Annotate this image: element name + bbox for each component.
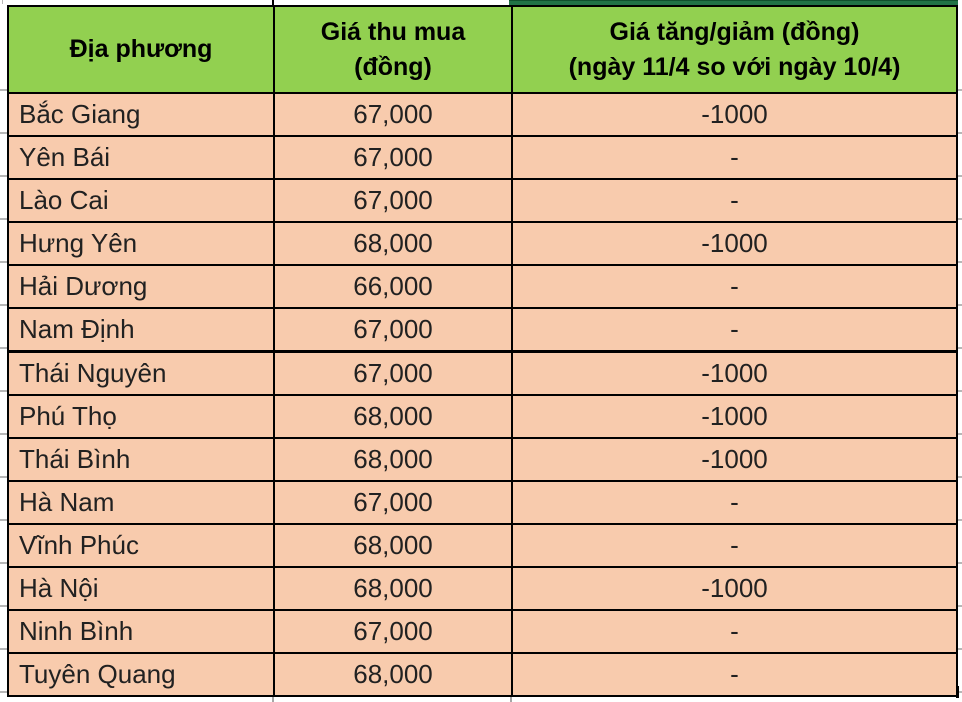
table-row: Hưng Yên 68,000 -1000 bbox=[7, 221, 958, 266]
cell-price[interactable]: 67,000 bbox=[273, 480, 513, 525]
cell-price[interactable]: 68,000 bbox=[273, 566, 513, 611]
cell-price[interactable]: 68,000 bbox=[273, 652, 513, 697]
table-row: Bắc Giang 67,000 -1000 bbox=[7, 92, 958, 137]
header-label: Địa phương bbox=[69, 35, 213, 63]
cell-price[interactable]: 68,000 bbox=[273, 221, 513, 266]
cell-change[interactable]: - bbox=[511, 480, 958, 525]
table-row: Ninh Bình 67,000 - bbox=[7, 609, 958, 654]
cell-locality[interactable]: Hà Nội bbox=[7, 566, 275, 611]
cell-change[interactable]: -1000 bbox=[511, 394, 958, 439]
cell-locality[interactable]: Thái Bình bbox=[7, 437, 275, 482]
right-gridline-gutter bbox=[956, 89, 962, 698]
cell-price[interactable]: 67,000 bbox=[273, 135, 513, 180]
header-label: Giá tăng/giảm (đồng) bbox=[609, 17, 860, 46]
cell-locality[interactable]: Yên Bái bbox=[7, 135, 275, 180]
table-row: Thái Bình 68,000 -1000 bbox=[7, 437, 958, 482]
header-cell-locality[interactable]: Địa phương bbox=[7, 5, 275, 94]
cell-locality[interactable]: Thái Nguyên bbox=[7, 350, 275, 396]
cell-change[interactable]: - bbox=[511, 652, 958, 697]
header-row: Địa phương Giá thu mua (đồng) Giá tăng/g… bbox=[7, 5, 958, 94]
table-row: Yên Bái 67,000 - bbox=[7, 135, 958, 180]
cell-locality[interactable]: Hưng Yên bbox=[7, 221, 275, 266]
selection-accent-bar bbox=[509, 0, 958, 7]
cell-change[interactable]: - bbox=[511, 135, 958, 180]
column-border-tick bbox=[272, 0, 274, 5]
cell-change[interactable]: -1000 bbox=[511, 566, 958, 611]
header-label: Giá thu mua bbox=[320, 17, 466, 46]
header-label: (ngày 11/4 so với ngày 10/4) bbox=[568, 52, 901, 81]
gridline-tick bbox=[272, 697, 274, 702]
table-row: Vĩnh Phúc 68,000 - bbox=[7, 523, 958, 568]
table-row: Nam Định 67,000 - bbox=[7, 307, 958, 353]
selection-handle-tick bbox=[956, 686, 959, 698]
cell-price[interactable]: 67,000 bbox=[273, 609, 513, 654]
gridline-tick bbox=[2, 0, 3, 4]
cell-change[interactable]: -1000 bbox=[511, 92, 958, 137]
table-row: Tuyên Quang 68,000 - bbox=[7, 652, 958, 697]
cell-locality[interactable]: Nam Định bbox=[7, 307, 275, 353]
header-cell-change[interactable]: Giá tăng/giảm (đồng) (ngày 11/4 so với n… bbox=[511, 5, 958, 94]
cell-change[interactable]: -1000 bbox=[511, 437, 958, 482]
cell-price[interactable]: 68,000 bbox=[273, 523, 513, 568]
cell-price[interactable]: 67,000 bbox=[273, 350, 513, 396]
sheet-top-margin bbox=[0, 0, 962, 5]
cell-locality[interactable]: Hà Nam bbox=[7, 480, 275, 525]
cell-price[interactable]: 66,000 bbox=[273, 264, 513, 309]
cell-locality[interactable]: Tuyên Quang bbox=[7, 652, 275, 697]
cell-change[interactable]: - bbox=[511, 523, 958, 568]
cell-locality[interactable]: Lào Cai bbox=[7, 178, 275, 223]
cell-change[interactable]: -1000 bbox=[511, 350, 958, 396]
table-row: Hải Dương 66,000 - bbox=[7, 264, 958, 309]
table-row: Lào Cai 67,000 - bbox=[7, 178, 958, 223]
table-row: Phú Thọ 68,000 -1000 bbox=[7, 394, 958, 439]
cell-change[interactable]: - bbox=[511, 178, 958, 223]
cell-price[interactable]: 67,000 bbox=[273, 307, 513, 353]
cell-locality[interactable]: Ninh Bình bbox=[7, 609, 275, 654]
cell-locality[interactable]: Bắc Giang bbox=[7, 92, 275, 137]
cell-price[interactable]: 67,000 bbox=[273, 178, 513, 223]
cell-price[interactable]: 68,000 bbox=[273, 437, 513, 482]
price-table: Địa phương Giá thu mua (đồng) Giá tăng/g… bbox=[7, 5, 958, 697]
cell-change[interactable]: -1000 bbox=[511, 221, 958, 266]
table-row: Hà Nội 68,000 -1000 bbox=[7, 566, 958, 611]
cell-change[interactable]: - bbox=[511, 264, 958, 309]
left-gridline-gutter bbox=[0, 89, 7, 698]
cell-change[interactable]: - bbox=[511, 609, 958, 654]
cell-change[interactable]: - bbox=[511, 307, 958, 353]
table-row: Hà Nam 67,000 - bbox=[7, 480, 958, 525]
gridline-tick bbox=[510, 697, 512, 702]
cell-price[interactable]: 68,000 bbox=[273, 394, 513, 439]
cell-price[interactable]: 67,000 bbox=[273, 92, 513, 137]
table-row: Thái Nguyên 67,000 -1000 bbox=[7, 350, 958, 396]
header-label: (đồng) bbox=[354, 52, 432, 81]
cell-locality[interactable]: Hải Dương bbox=[7, 264, 275, 309]
cell-locality[interactable]: Vĩnh Phúc bbox=[7, 523, 275, 568]
cell-locality[interactable]: Phú Thọ bbox=[7, 394, 275, 439]
header-cell-price[interactable]: Giá thu mua (đồng) bbox=[273, 5, 513, 94]
